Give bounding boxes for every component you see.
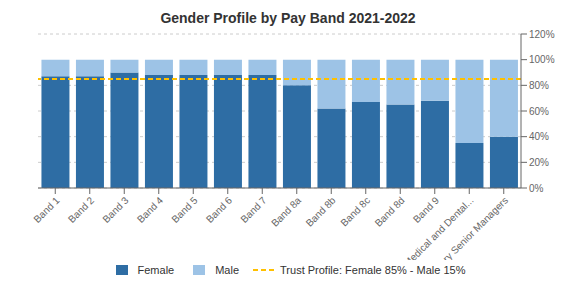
html-text:Female: Female	[137, 264, 175, 276]
svg-text:Band 2: Band 2	[66, 194, 96, 224]
svg-text:60%: 60%	[529, 106, 549, 117]
svg-text:40%: 40%	[529, 131, 549, 142]
html-text:Male: Male	[215, 264, 239, 276]
svg-text:Band 9: Band 9	[411, 194, 441, 224]
svg-text:120%: 120%	[529, 29, 555, 40]
svg-text:80%: 80%	[529, 80, 549, 91]
svg-text:Very Senior Managers: Very Senior Managers	[432, 195, 510, 260]
svg-text:Band 3: Band 3	[100, 194, 130, 224]
svg-text:Band 8b: Band 8b	[304, 194, 338, 228]
svg-text:Band 8d: Band 8d	[373, 195, 407, 229]
html-text:Gender Profile by Pay Band 202: Gender Profile by Pay Band 2021-2022	[160, 10, 416, 26]
svg-text:Band 5: Band 5	[169, 194, 199, 224]
svg-text:Band 1: Band 1	[31, 194, 61, 224]
html-text:Trust Profile: Female 85% - Ma: Trust Profile: Female 85% - Male 15%	[280, 264, 466, 276]
svg-text:Band 6: Band 6	[204, 194, 234, 224]
svg-text:Band 8a: Band 8a	[269, 194, 303, 228]
svg-text:Medical and Dental...: Medical and Dental...	[401, 195, 475, 260]
svg-text:20%: 20%	[529, 157, 549, 168]
svg-text:Band 4: Band 4	[135, 194, 165, 224]
svg-text:Band 7: Band 7	[238, 194, 268, 224]
svg-text:0%: 0%	[529, 183, 544, 194]
svg-text:100%: 100%	[529, 54, 555, 65]
svg-text:Band 8c: Band 8c	[338, 195, 372, 229]
